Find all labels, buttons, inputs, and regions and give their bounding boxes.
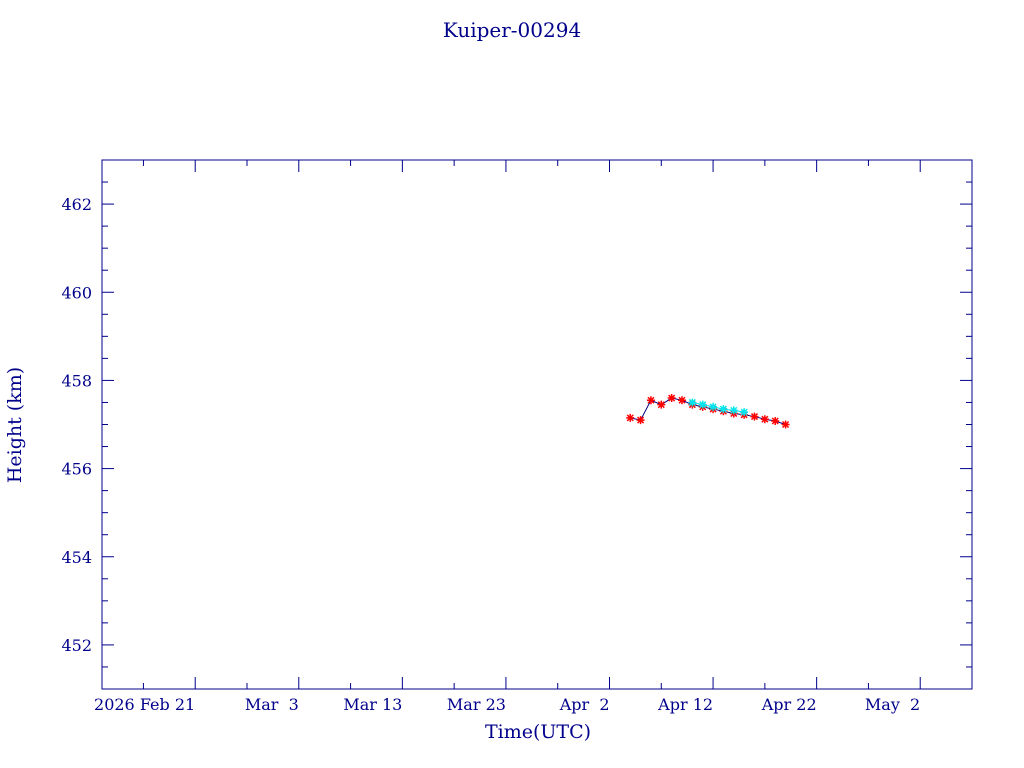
plot-frame [101, 159, 973, 690]
x-tick-label: Mar 3 [245, 695, 299, 714]
y-tick-label: 456 [61, 460, 92, 479]
y-tick-label: 460 [61, 283, 92, 302]
data-point [740, 408, 749, 417]
data-point [626, 413, 635, 422]
x-tick-label: Mar 13 [343, 695, 402, 714]
x-tick-label: Apr 22 [761, 695, 817, 714]
y-tick-label: 462 [61, 195, 92, 214]
chart-title: Kuiper-00294 [443, 18, 581, 42]
data-point [667, 394, 676, 403]
data-point [678, 396, 686, 405]
x-tick-label: Mar 23 [447, 695, 506, 714]
data-point [657, 400, 666, 409]
data-point [729, 406, 738, 415]
data-point [646, 396, 655, 405]
y-tick-label: 452 [61, 636, 92, 655]
series-line [630, 397, 786, 425]
x-tick-label: May 2 [865, 695, 920, 714]
data-point [719, 405, 728, 414]
data-point [709, 402, 718, 411]
data-point [688, 398, 697, 407]
y-tick-label: 454 [61, 548, 92, 567]
x-axis-label: Time(UTC) [485, 721, 591, 743]
y-axis-label: Height (km) [4, 367, 26, 483]
data-point [698, 400, 707, 409]
data-point [750, 412, 759, 421]
data-point [771, 416, 780, 425]
x-tick-label: 2026 Feb 21 [94, 695, 195, 714]
data-point [781, 420, 790, 429]
x-tick-label: Apr 2 [559, 695, 610, 714]
data-point [760, 415, 769, 424]
y-tick-label: 458 [61, 371, 92, 390]
data-point [636, 416, 645, 425]
x-tick-label: Apr 12 [657, 695, 713, 714]
